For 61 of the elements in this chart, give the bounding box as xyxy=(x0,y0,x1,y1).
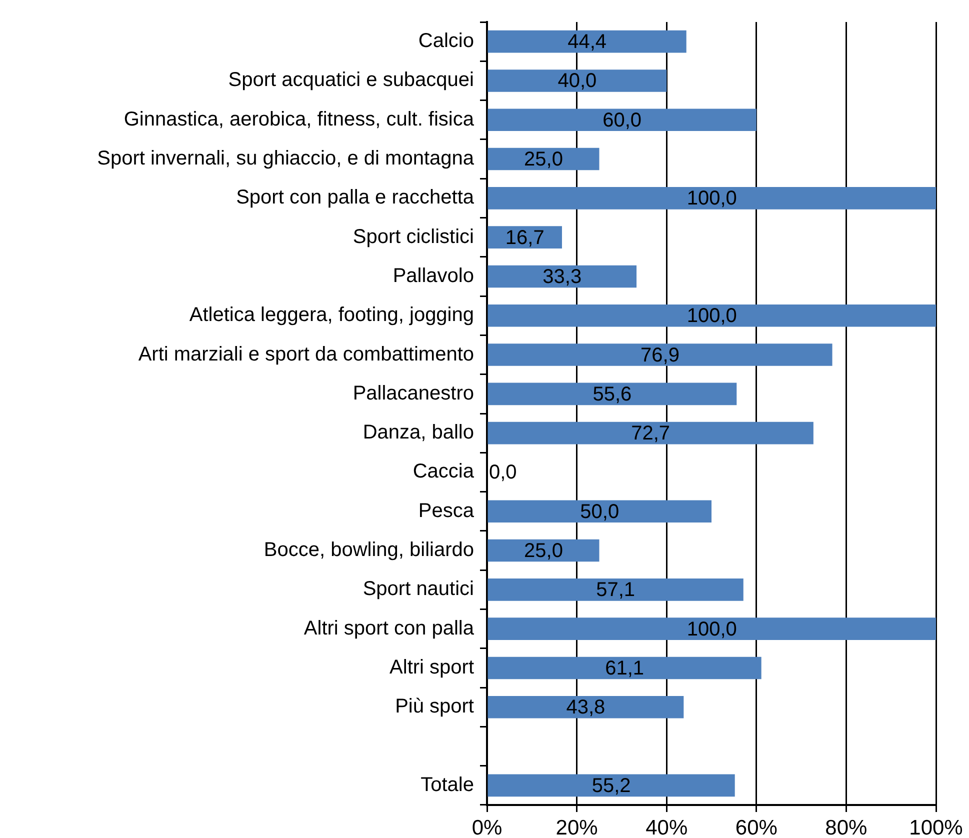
y-tick-label: Bocce, bowling, biliardo xyxy=(264,539,474,562)
bar xyxy=(488,30,686,53)
data-label: 57,1 xyxy=(596,579,636,602)
y-tick-label: Più sport xyxy=(395,696,474,718)
data-label: 25,0 xyxy=(524,540,563,562)
bar xyxy=(488,774,735,797)
y-tick-label: Pallacanestro xyxy=(352,382,474,404)
bar xyxy=(488,656,762,680)
y-tick-label: Pesca xyxy=(418,500,475,522)
bar xyxy=(488,304,936,327)
data-label: 100,0 xyxy=(686,618,737,640)
y-tick-label: Calcio xyxy=(418,30,474,52)
data-label: 76,9 xyxy=(640,344,680,366)
bar xyxy=(488,148,600,170)
data-label: 61,1 xyxy=(605,657,644,680)
y-tick-label: Altri sport xyxy=(390,656,474,678)
bar xyxy=(488,618,936,640)
y-tick-label: Sport ciclistici xyxy=(352,226,474,248)
y-tick-label: Sport nautici xyxy=(362,578,474,600)
y-tick-label: Danza, ballo xyxy=(362,422,474,444)
data-label: 25,0 xyxy=(524,148,563,171)
data-label: 100,0 xyxy=(686,305,737,328)
x-tick-label: 80% xyxy=(825,816,868,838)
data-label: 50,0 xyxy=(580,500,620,523)
bar xyxy=(488,344,832,366)
data-label: 100,0 xyxy=(686,188,737,210)
bar xyxy=(488,696,684,718)
bar xyxy=(488,265,637,288)
y-tick-label: Pallavolo xyxy=(392,264,474,287)
y-tick-label: Sport acquatici e subacquei xyxy=(228,69,474,92)
x-tick-label: 0% xyxy=(472,816,502,838)
data-label: 72,7 xyxy=(631,422,670,445)
y-tick-label: Altri sport con palla xyxy=(304,617,475,640)
data-label: 33,3 xyxy=(542,266,582,288)
bar xyxy=(488,422,814,444)
data-label: 43,8 xyxy=(566,696,606,719)
y-tick-label: Sport con palla e racchetta xyxy=(236,186,475,209)
data-label: 44,4 xyxy=(568,31,607,54)
bar xyxy=(488,382,737,406)
data-label: 55,6 xyxy=(592,383,632,406)
bar xyxy=(488,539,600,562)
x-tick-label: 20% xyxy=(556,816,598,838)
bar xyxy=(488,70,667,92)
x-tick-label: 60% xyxy=(735,816,778,838)
y-tick-label: Sport invernali, su ghiaccio, e di montagna xyxy=(97,148,475,170)
data-label: 0,0 xyxy=(488,462,517,484)
bar xyxy=(488,108,756,132)
y-tick-label: Caccia xyxy=(412,460,475,483)
bar xyxy=(488,500,712,523)
data-label: 60,0 xyxy=(602,109,642,132)
data-label: 16,7 xyxy=(505,226,544,249)
y-tick-label: Atletica leggera, footing, jogging xyxy=(189,304,474,326)
x-tick-label: 100% xyxy=(909,816,963,838)
bar xyxy=(488,187,936,210)
y-tick-label: Totale xyxy=(420,774,474,796)
y-tick-label: Ginnastica, aerobica, fitness, cult. fisica xyxy=(124,108,475,130)
bar xyxy=(488,578,744,601)
x-tick-label: 40% xyxy=(646,816,688,838)
y-tick-label: Arti marziali e sport da combattimento xyxy=(138,343,474,366)
data-label: 55,2 xyxy=(592,774,631,797)
data-label: 40,0 xyxy=(558,70,597,92)
